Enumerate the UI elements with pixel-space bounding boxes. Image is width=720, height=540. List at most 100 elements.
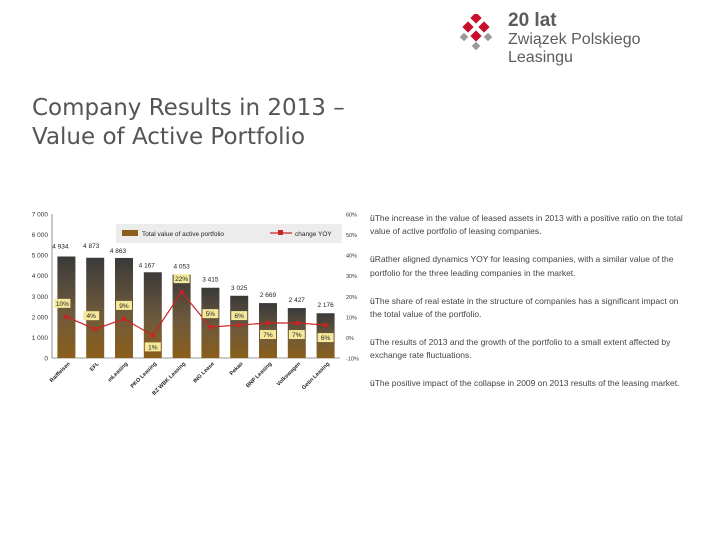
yoy-value-label: 10% bbox=[56, 301, 69, 308]
yoy-label-box bbox=[231, 311, 248, 321]
yoy-value-label: 6% bbox=[234, 313, 244, 320]
yoy-label-box bbox=[144, 342, 161, 352]
yoy-line bbox=[66, 291, 326, 337]
bullet-item: üThe positive impact of the collapse in … bbox=[370, 377, 686, 390]
zpl-logo: 20 lat Związek Polskiego Leasingu bbox=[458, 10, 658, 72]
y-right-tick-label: 0% bbox=[346, 336, 354, 342]
legend-marker-line bbox=[278, 230, 283, 235]
checkmark-icon: ü bbox=[370, 254, 375, 265]
y-right-tick-label: 20% bbox=[346, 295, 357, 301]
checkmark-icon: ü bbox=[370, 295, 375, 306]
yoy-label-box bbox=[288, 330, 305, 340]
yoy-value-label: 4% bbox=[86, 313, 96, 320]
bullet-item: üThe increase in the value of leased ass… bbox=[370, 212, 686, 238]
checkmark-icon: ü bbox=[370, 378, 375, 389]
yoy-point bbox=[150, 333, 155, 338]
y-right-tick-label: 40% bbox=[346, 254, 357, 260]
portfolio-chart: 0 1 000 2 000 3 000 4 000 5 000 6 000 7 000 -10%… bbox=[32, 212, 359, 397]
bar-value-label: 2 176 bbox=[317, 302, 334, 309]
yoy-point bbox=[179, 290, 184, 295]
bar-value-label: 4 167 bbox=[139, 262, 156, 269]
logo-line-2: Związek Polskiego bbox=[508, 31, 641, 49]
category-label: mLeasing bbox=[107, 361, 129, 383]
y-left-tick-label: 0 bbox=[44, 356, 48, 363]
bar-value-label: 4 873 bbox=[83, 243, 100, 250]
yoy-label-box bbox=[83, 311, 100, 321]
bullet-list: üThe increase in the value of leased ass… bbox=[370, 212, 686, 406]
logo-line-3: Leasingu bbox=[508, 49, 573, 67]
category-label: Getin Leasing bbox=[301, 361, 331, 391]
bar-value-label: 4 863 bbox=[110, 248, 127, 255]
yoy-point bbox=[93, 327, 98, 332]
y-right-tick-label: 50% bbox=[346, 233, 357, 239]
category-label: Pekao bbox=[229, 361, 245, 377]
checkmark-icon: ü bbox=[370, 337, 375, 348]
bar bbox=[201, 287, 220, 358]
category-label: ING Lease bbox=[193, 361, 216, 384]
yoy-point bbox=[122, 316, 126, 321]
bar bbox=[86, 257, 105, 358]
bullet-text: The positive impact of the collapse in 2… bbox=[374, 378, 680, 389]
checkmark-icon: ü bbox=[370, 213, 375, 223]
yoy-label-box bbox=[260, 330, 276, 340]
yoy-value-label: 6% bbox=[321, 335, 331, 342]
yoy-point bbox=[237, 323, 242, 328]
legend-box bbox=[116, 224, 342, 243]
yoy-point bbox=[266, 321, 270, 326]
yoy-point bbox=[208, 325, 213, 330]
y-left-tick-label: 7 000 bbox=[32, 212, 49, 219]
yoy-label-box bbox=[317, 333, 334, 343]
yoy-point bbox=[323, 323, 328, 328]
legend-label-bars: Total value of active portfolio bbox=[142, 231, 224, 238]
yoy-value-label: 1% bbox=[148, 344, 158, 351]
bullet-text: The results of 2013 and the growth of th… bbox=[370, 337, 671, 361]
y-left-tick-label: 3 000 bbox=[32, 294, 49, 301]
yoy-label-box bbox=[116, 300, 132, 310]
zpl-logo-mark-icon bbox=[459, 14, 493, 51]
bar-value-label: 4 053 bbox=[173, 264, 190, 271]
y-right-tick-label: -10% bbox=[346, 357, 359, 363]
bar-value-label: 3 025 bbox=[231, 285, 248, 292]
bullet-text: Rather aligned dynamics YOY for leasing … bbox=[370, 254, 674, 278]
yoy-label-box bbox=[202, 309, 219, 319]
y-right-tick-label: 30% bbox=[346, 274, 357, 280]
category-label: Raiffeisen bbox=[49, 361, 72, 384]
category-label: BNP Leasing bbox=[245, 361, 273, 389]
bar-value-label: 4 934 bbox=[52, 244, 69, 251]
yoy-point bbox=[64, 314, 69, 319]
yoy-label-box bbox=[54, 298, 71, 308]
y-left-tick-label: 2 000 bbox=[32, 314, 49, 321]
bullet-item: üThe results of 2013 and the growth of t… bbox=[370, 336, 686, 362]
bar bbox=[172, 274, 191, 358]
slide-title-line-2: Value of Active Portfolio bbox=[32, 124, 306, 151]
bullet-item: üRather aligned dynamics YOY for leasing… bbox=[370, 253, 686, 279]
yoy-point bbox=[294, 321, 299, 326]
yoy-label-box bbox=[173, 274, 190, 284]
bullet-item: üThe share of real estate in the structu… bbox=[370, 295, 686, 321]
legend-label-line: change YOY bbox=[295, 231, 332, 238]
y-right-tick-label: 10% bbox=[346, 315, 357, 321]
yoy-value-label: 7% bbox=[263, 332, 273, 339]
bar-value-label: 2 427 bbox=[289, 297, 306, 304]
logo-line-1: 20 lat bbox=[508, 10, 557, 31]
slide-title: Company Results in 2013 – Value of Activ… bbox=[32, 94, 412, 152]
y-left-tick-label: 6 000 bbox=[32, 232, 49, 239]
category-label: EFL bbox=[89, 361, 101, 373]
bullet-text: The increase in the value of leased asse… bbox=[370, 213, 683, 237]
y-right-tick-label: 60% bbox=[346, 213, 357, 219]
bullet-text: The share of real estate in the structur… bbox=[370, 295, 679, 319]
bar-value-label: 3 415 bbox=[202, 277, 219, 284]
yoy-value-label: 7% bbox=[292, 332, 302, 339]
category-label: PKO Leasing bbox=[130, 361, 158, 389]
y-left-tick-label: 5 000 bbox=[32, 253, 49, 260]
y-left-tick-label: 4 000 bbox=[32, 273, 49, 280]
legend-swatch-bars bbox=[122, 230, 138, 236]
bar-value-label: 2 669 bbox=[260, 292, 277, 299]
y-left-tick-label: 1 000 bbox=[32, 335, 49, 342]
slide-title-line-1: Company Results in 2013 – bbox=[32, 95, 345, 121]
yoy-value-label: 5% bbox=[206, 311, 216, 318]
category-label: Volkswagen bbox=[276, 361, 303, 388]
bar bbox=[143, 272, 162, 358]
yoy-value-label: 22% bbox=[175, 276, 188, 283]
yoy-value-label: 9% bbox=[119, 303, 129, 310]
